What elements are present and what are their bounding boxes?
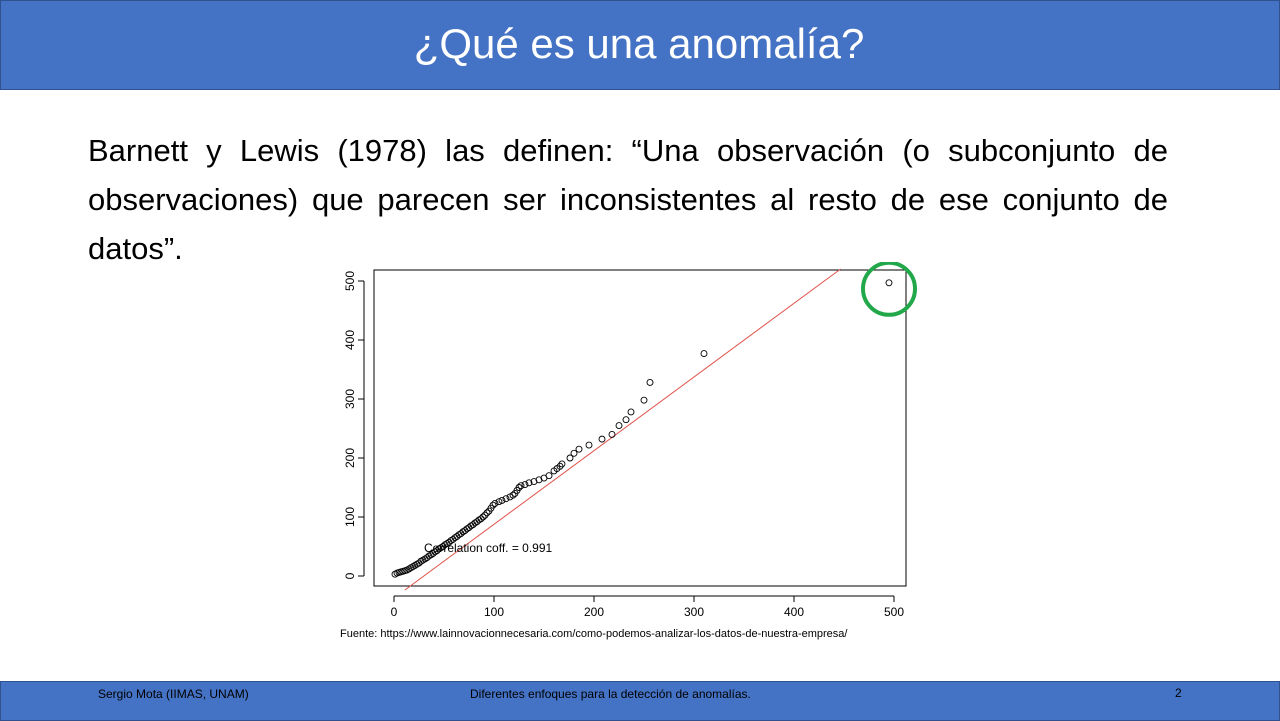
- chart-background: [334, 262, 934, 622]
- correlation-annotation: Correlation coff. = 0.991: [424, 541, 553, 555]
- fit-line: [404, 268, 841, 591]
- data-point: [509, 491, 517, 499]
- data-point: [646, 379, 654, 386]
- data-point: [556, 462, 564, 470]
- data-point: [627, 408, 635, 416]
- title-bar: [0, 0, 1280, 90]
- plot-frame: [373, 269, 907, 587]
- data-point: [570, 449, 578, 457]
- data-point: [885, 279, 893, 287]
- data-point: [700, 350, 708, 358]
- footer-author: Sergio Mota (IIMAS, UNAM): [98, 687, 249, 701]
- x-tick-label: 100: [484, 605, 504, 619]
- fit-line-group: [404, 268, 841, 591]
- data-point: [530, 478, 538, 486]
- scatter-chart: 0 100 200 300 400 500 0 100 200 300 400 500 Correla…: [334, 262, 934, 622]
- data-point: [575, 445, 583, 453]
- y-tick-label: 300: [343, 389, 357, 409]
- data-point: [608, 430, 616, 438]
- x-tick-label: 500: [884, 605, 904, 619]
- y-tick-label: 500: [343, 271, 357, 291]
- outlier-circle: [861, 262, 917, 317]
- y-tick-label: 200: [343, 448, 357, 468]
- x-tick-label: 200: [584, 605, 604, 619]
- data-point: [640, 396, 648, 404]
- points-group: [391, 279, 893, 578]
- data-point: [598, 435, 606, 443]
- data-point: [515, 484, 523, 491]
- data-point: [495, 498, 503, 506]
- axes: 0 100 200 300 400 500 0 100 200 300 400 500: [343, 271, 904, 619]
- data-point: [479, 513, 487, 521]
- data-point: [545, 472, 553, 480]
- data-point: [525, 479, 533, 487]
- data-point: [498, 497, 506, 504]
- data-point: [483, 509, 491, 517]
- data-point: [502, 495, 510, 503]
- data-point: [477, 515, 485, 523]
- data-point: [558, 460, 566, 468]
- definition-body: Barnett y Lewis (1978) las definen: “Una…: [88, 133, 1177, 266]
- data-point: [585, 441, 593, 449]
- page-number: 2: [1175, 686, 1182, 700]
- data-point: [521, 481, 529, 489]
- data-point: [566, 454, 574, 462]
- data-point: [622, 416, 630, 424]
- source-caption: Fuente: https://www.lainnovacionnecesari…: [340, 628, 848, 640]
- outlier-highlight: [861, 262, 917, 317]
- y-tick-label: 100: [343, 507, 357, 527]
- slide-title: ¿Qué es una anomalía?: [413, 20, 865, 67]
- x-tick-label: 400: [784, 605, 804, 619]
- data-point: [489, 501, 497, 509]
- footer-bar: [0, 681, 1280, 721]
- data-point: [517, 482, 525, 490]
- data-point: [535, 476, 543, 484]
- data-point: [615, 422, 623, 430]
- definition-text: Barnett y Lewis (1978) las definen: “Una…: [88, 126, 1168, 273]
- data-point: [491, 499, 499, 507]
- y-tick-label: 0: [343, 572, 357, 579]
- data-point: [481, 511, 489, 519]
- footer-topic: Diferentes enfoques para la detección de…: [470, 687, 751, 701]
- x-tick-label: 300: [684, 605, 704, 619]
- x-tick-label: 0: [391, 605, 398, 619]
- y-tick-label: 400: [343, 330, 357, 350]
